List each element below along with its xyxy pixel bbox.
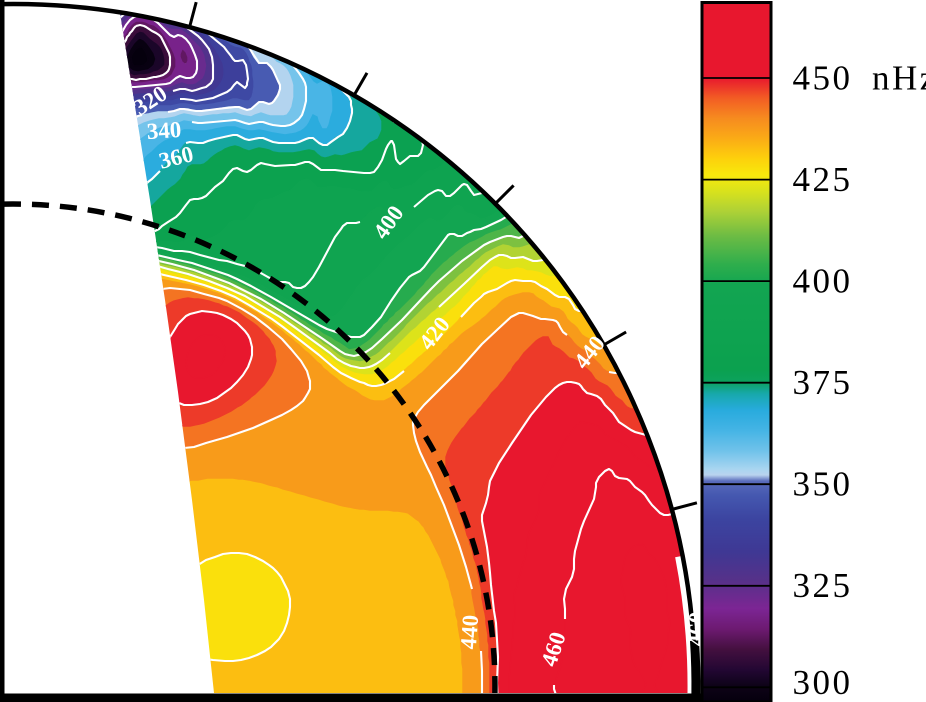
svg-text:440: 440	[456, 614, 483, 650]
svg-text:340: 340	[146, 117, 182, 144]
svg-text:300: 300	[793, 663, 853, 702]
svg-text:nHz: nHz	[872, 59, 926, 98]
svg-text:350: 350	[793, 465, 853, 504]
svg-text:375: 375	[793, 363, 853, 402]
svg-text:450: 450	[793, 59, 853, 98]
svg-text:325: 325	[793, 566, 853, 605]
svg-text:425: 425	[793, 160, 853, 199]
svg-text:400: 400	[793, 262, 853, 301]
